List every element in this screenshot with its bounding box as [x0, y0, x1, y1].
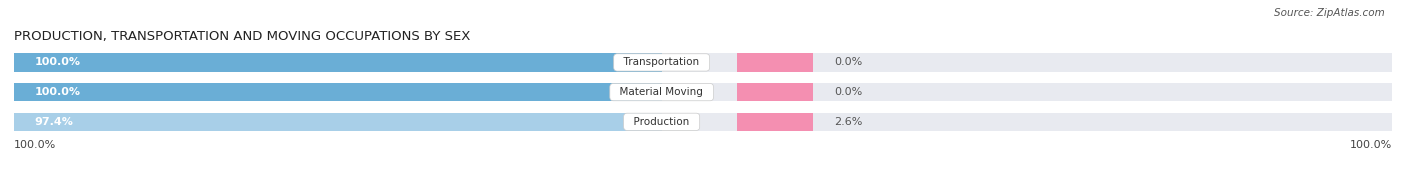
Text: Material Moving: Material Moving — [613, 87, 710, 97]
Text: Source: ZipAtlas.com: Source: ZipAtlas.com — [1274, 8, 1385, 18]
Text: 0.0%: 0.0% — [834, 87, 862, 97]
Text: 2.6%: 2.6% — [834, 117, 862, 127]
Text: Transportation: Transportation — [617, 57, 706, 67]
Bar — [14, 113, 1392, 131]
Text: 100.0%: 100.0% — [1350, 140, 1392, 150]
Text: 100.0%: 100.0% — [35, 57, 80, 67]
Bar — [738, 113, 813, 131]
Text: 100.0%: 100.0% — [14, 140, 56, 150]
Text: PRODUCTION, TRANSPORTATION AND MOVING OCCUPATIONS BY SEX: PRODUCTION, TRANSPORTATION AND MOVING OC… — [14, 30, 471, 43]
Bar — [14, 83, 662, 101]
Text: 100.0%: 100.0% — [35, 87, 80, 97]
Text: 97.4%: 97.4% — [35, 117, 73, 127]
Bar — [14, 113, 662, 131]
Bar — [14, 83, 1392, 101]
Bar — [738, 83, 813, 101]
Bar — [14, 53, 662, 72]
Text: Production: Production — [627, 117, 696, 127]
Bar — [738, 53, 813, 72]
Bar — [14, 53, 1392, 72]
Text: 0.0%: 0.0% — [834, 57, 862, 67]
